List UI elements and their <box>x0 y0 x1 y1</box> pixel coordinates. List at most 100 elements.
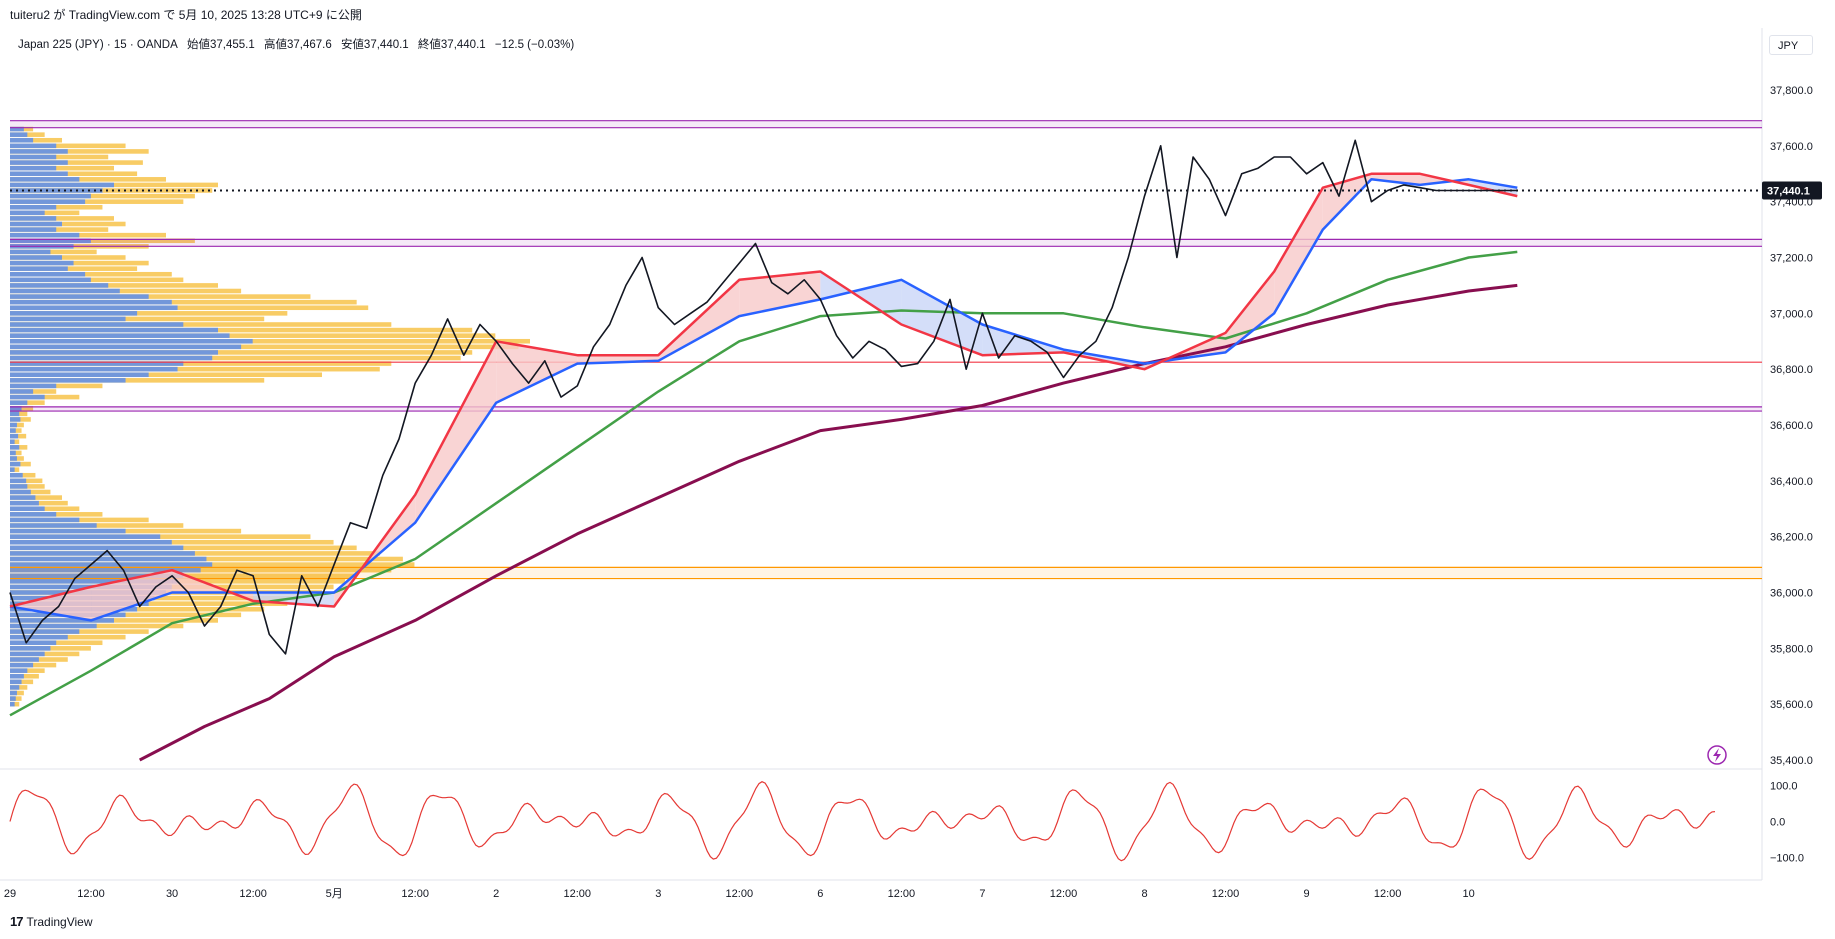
volume-bar-down <box>10 182 114 188</box>
x-tick-label: 12:00 <box>1212 888 1240 900</box>
volume-bar-up <box>10 305 369 311</box>
ohlc-close: 終値37,440.1 <box>417 39 486 51</box>
volume-bar-up <box>10 238 195 244</box>
x-tick-label: 12:00 <box>888 888 916 900</box>
price-line <box>9 139 1518 655</box>
volume-bar-up <box>10 160 143 165</box>
osc-tick-label: 0.0 <box>1770 817 1785 829</box>
volume-bar-up <box>10 177 166 182</box>
volume-bar-down <box>10 177 80 182</box>
volume-bar-down <box>10 539 172 545</box>
volume-bar-down <box>10 405 22 411</box>
ema-cloud-segment <box>577 355 659 364</box>
x-tick-label: 6 <box>817 888 823 900</box>
y-tick-label: 36,000.0 <box>1770 588 1813 600</box>
volume-bar-down <box>10 327 218 333</box>
osc-tick-label: −100.0 <box>1770 852 1804 864</box>
x-tick-label: 9 <box>1304 888 1310 900</box>
volume-bar-down <box>10 657 39 662</box>
y-tick-label: 35,800.0 <box>1770 643 1813 655</box>
volume-bar-down <box>10 216 57 221</box>
volume-bar-down <box>10 685 20 690</box>
volume-bar-down <box>10 500 39 506</box>
y-tick-label: 36,800.0 <box>1770 364 1813 376</box>
volume-bar-down <box>10 478 27 484</box>
x-tick-label: 30 <box>166 888 178 900</box>
support-purple-zone <box>10 406 1762 412</box>
volume-bar-up <box>10 271 172 277</box>
footer-brand[interactable]: 17 TradingView <box>10 914 93 929</box>
volume-bar-down <box>10 350 218 355</box>
volume-bar-up <box>10 188 213 193</box>
volume-bar-down <box>10 417 21 422</box>
resistance-mid-zone <box>10 239 1762 247</box>
volume-bar-up <box>10 350 473 355</box>
y-axis: 37,800.0 37,600.0 37,400.0 37,200.0 37,000.0… <box>1770 85 1813 767</box>
ema-cloud-segment <box>1274 187 1323 314</box>
volume-bar-down <box>10 316 126 322</box>
volume-bar-down <box>10 629 80 634</box>
volume-bar-up <box>10 154 109 160</box>
x-tick-label: 12:00 <box>726 888 754 900</box>
ema-cloud-segment <box>415 341 497 523</box>
volume-bar-down <box>10 618 114 623</box>
x-tick-label: 8 <box>1141 888 1147 900</box>
volume-bar-down <box>10 512 57 517</box>
volume-bar-down <box>10 227 57 232</box>
volume-bar-up <box>10 137 62 143</box>
volume-bar-down <box>10 204 57 210</box>
volume-bar-down <box>10 489 31 495</box>
volume-bar-up <box>10 495 62 500</box>
volume-bar-up <box>10 255 126 260</box>
volume-bar-down <box>10 646 51 651</box>
volume-bar-down <box>10 394 45 400</box>
volume-bar-up <box>10 372 322 378</box>
y-tick-label: 35,400.0 <box>1770 755 1813 767</box>
y-tick-label: 37,000.0 <box>1770 308 1813 320</box>
volume-bar-down <box>10 567 201 573</box>
volume-bar-up <box>10 338 530 344</box>
volume-bar-up <box>10 249 97 255</box>
volume-bar-down <box>10 623 97 629</box>
brand-name: TradingView <box>26 914 93 929</box>
x-tick-label: 12:00 <box>401 888 429 900</box>
last-price-marker: 37,440.1 <box>10 181 1822 200</box>
volume-bar-down <box>10 551 195 556</box>
volume-bar-down <box>10 422 17 428</box>
volume-bar-up <box>10 288 242 294</box>
ema-cloud-segment <box>1225 271 1275 353</box>
volume-bar-up <box>10 216 114 221</box>
volume-bar-up <box>10 344 519 350</box>
currency-selector[interactable]: JPY <box>1769 35 1813 55</box>
ema-cloud-segment <box>10 586 92 621</box>
lightning-icon[interactable] <box>1707 745 1727 765</box>
ema-cloud-segment <box>901 279 983 356</box>
volume-bar-up <box>10 266 138 271</box>
resistance-top-zone <box>10 120 1762 128</box>
x-tick-label: 5月 <box>326 888 343 900</box>
last-price-label: 37,440.1 <box>1767 185 1810 197</box>
volume-bar-down <box>10 160 68 165</box>
ema-cloud-segment <box>1371 173 1421 185</box>
volume-bar-down <box>10 338 253 344</box>
symbol-name[interactable]: Japan 225 (JPY) · 15 · OANDA <box>18 39 178 51</box>
volume-bar-down <box>10 383 57 389</box>
volume-bar-down <box>10 389 34 394</box>
volume-bar-down <box>10 433 19 439</box>
volume-bar-down <box>10 149 68 154</box>
x-tick-label: 29 <box>4 888 16 900</box>
volume-bar-down <box>10 355 213 361</box>
volume-bar-down <box>10 484 28 489</box>
volume-bar-up <box>10 327 473 333</box>
volume-bar-down <box>10 137 34 143</box>
volume-bar-down <box>10 696 16 701</box>
volume-bar-up <box>10 316 265 322</box>
y-tick-label: 36,200.0 <box>1770 532 1813 544</box>
volume-bar-up <box>10 171 138 177</box>
volume-bar-down <box>10 333 230 338</box>
ma-200-line <box>9 250 1518 717</box>
ema-cloud-segment <box>982 324 1064 356</box>
volume-bar-down <box>10 171 68 177</box>
volume-bar-down <box>10 450 16 456</box>
